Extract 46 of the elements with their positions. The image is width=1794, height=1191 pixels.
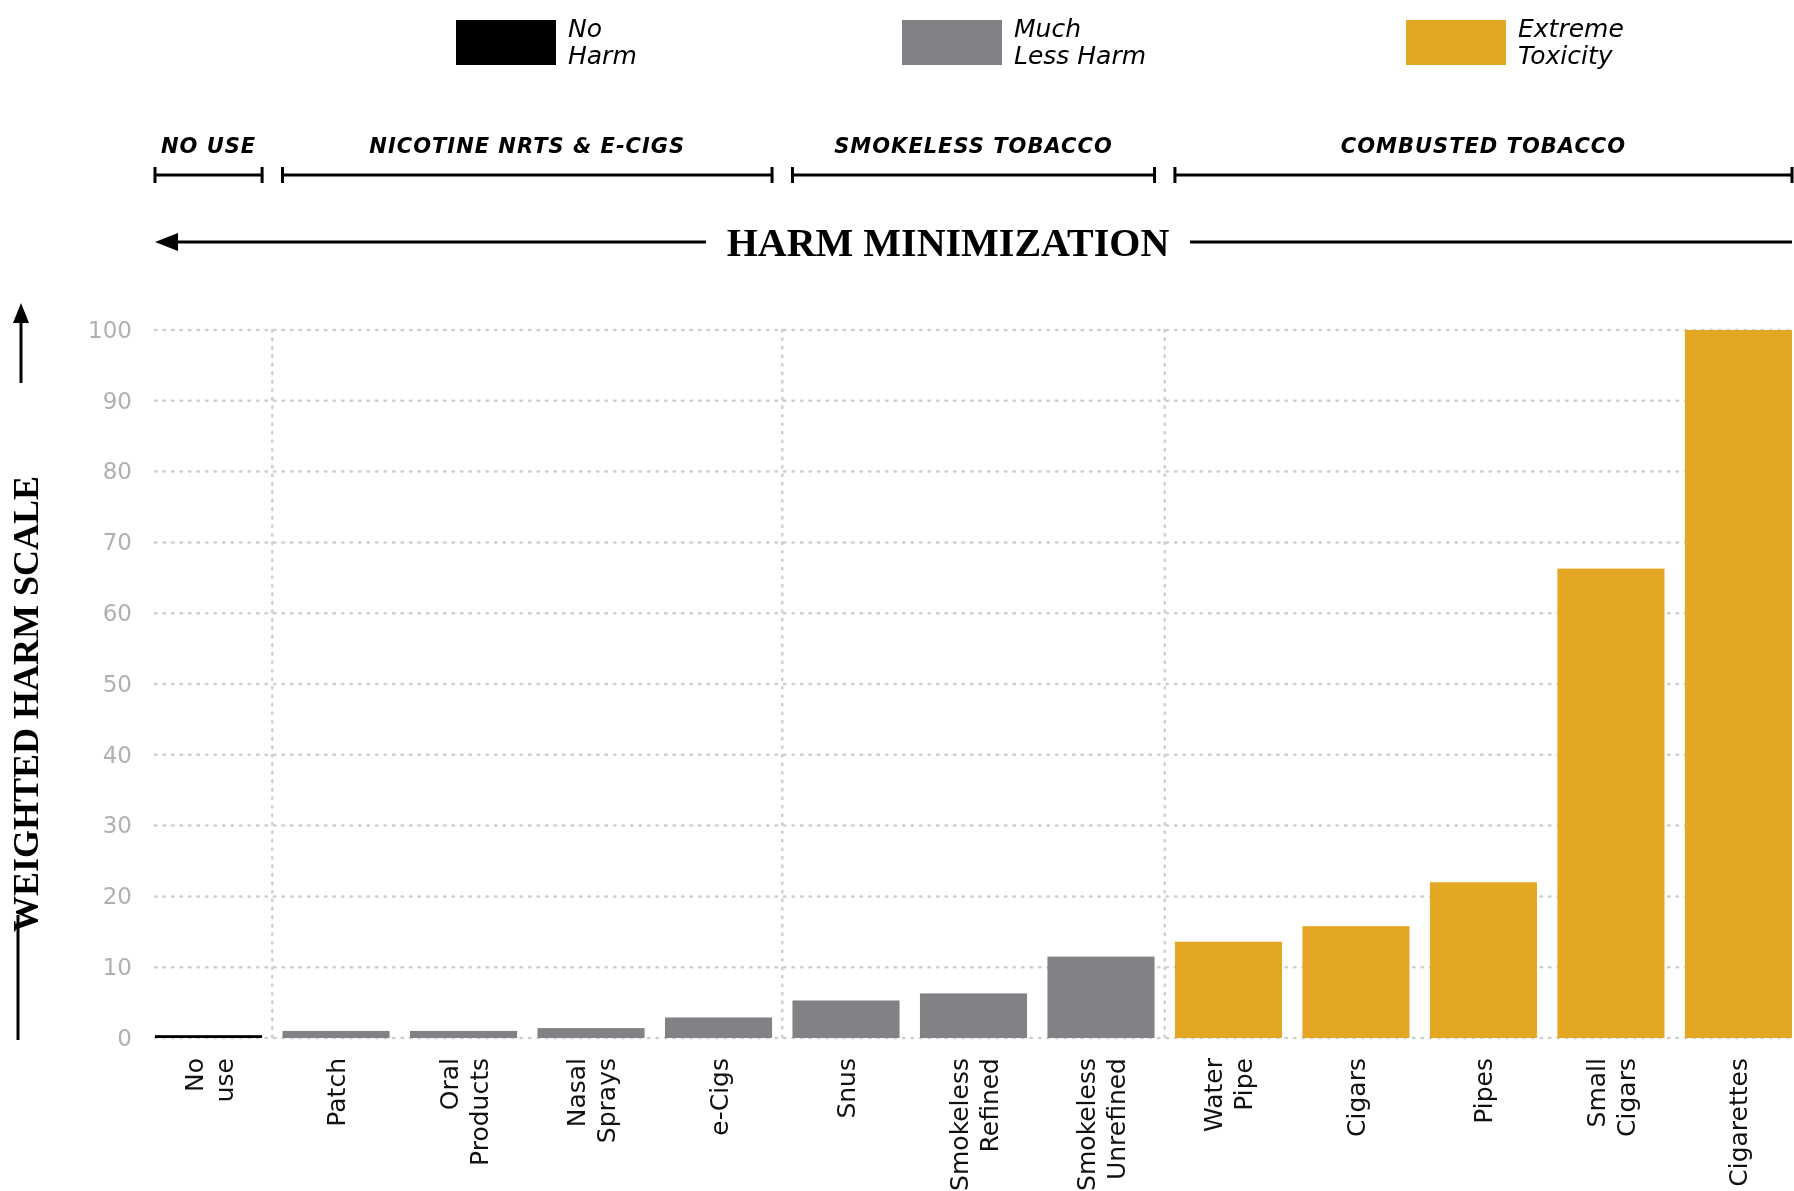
bar	[409, 1030, 518, 1038]
text: NICOTINE NRTS & E-CIGS	[369, 134, 686, 158]
y-axis-title: WEIGHTED HARM SCALE	[6, 475, 46, 933]
bar	[282, 1030, 390, 1038]
y-tick-label: 100	[88, 316, 132, 343]
bar	[1429, 882, 1538, 1038]
y-tick-label: 80	[102, 458, 132, 485]
bar	[664, 1017, 773, 1038]
x-tick-label: Snus	[832, 1058, 862, 1119]
text: NO USE	[160, 134, 257, 158]
legend-label: No Harm	[568, 14, 637, 70]
x-tick-label: No use	[179, 1058, 239, 1103]
y-tick-label: 70	[102, 529, 132, 556]
bar	[537, 1028, 645, 1038]
x-tick-label: Small Cigars	[1581, 1058, 1641, 1137]
bar	[1557, 568, 1665, 1038]
x-tick-label: Cigars	[1341, 1058, 1371, 1137]
y-tick-label: 10	[102, 954, 132, 981]
bar	[1174, 941, 1283, 1038]
y-tick-label: 30	[102, 812, 132, 839]
text: COMBUSTED TOBACCO	[1340, 134, 1627, 158]
y-tick-label: 20	[102, 883, 132, 910]
y-tick-label: 0	[117, 1024, 132, 1051]
x-tick-label: Cigarettes	[1724, 1058, 1754, 1187]
x-tick-label: Water Pipe	[1199, 1057, 1259, 1132]
legend-label: Much Less Harm	[1014, 14, 1147, 70]
bar	[919, 993, 1028, 1038]
x-tick-label: Nasal Sprays	[562, 1058, 622, 1144]
text: SMOKELESS TOBACCO	[834, 134, 1113, 158]
bar	[1302, 926, 1410, 1038]
x-tick-label: Smokeless Refined	[944, 1058, 1004, 1191]
y-tick-label: 50	[102, 670, 132, 697]
x-tick-label: Smokeless Unrefined	[1071, 1058, 1131, 1191]
x-tick-label: Pipes	[1469, 1058, 1499, 1124]
y-tick-label: 90	[102, 387, 132, 414]
x-tick-label: Patch	[322, 1058, 352, 1127]
y-tick-label: 60	[102, 600, 132, 627]
legend-label: Extreme Toxicity	[1518, 14, 1624, 70]
bar	[1684, 330, 1792, 1038]
bar	[792, 1000, 900, 1038]
bar	[155, 1035, 263, 1038]
bar	[1047, 956, 1155, 1038]
text: HARM MINIMIZATION	[726, 220, 1170, 265]
x-tick-label: Oral Products	[434, 1058, 494, 1166]
x-tick-label: e-Cigs	[704, 1058, 734, 1136]
y-tick-label: 40	[102, 741, 132, 768]
